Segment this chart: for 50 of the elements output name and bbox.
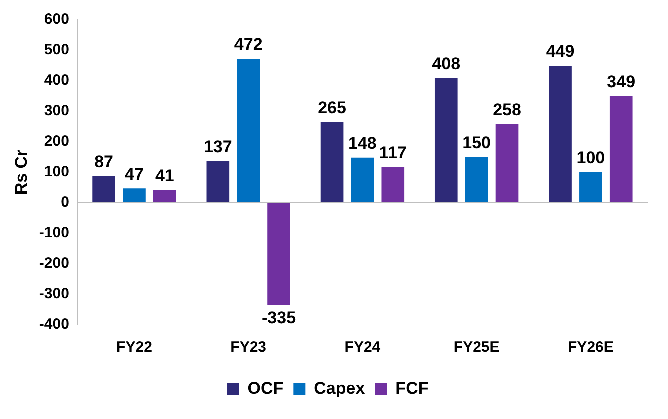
- legend-label: OCF: [248, 379, 284, 398]
- bar: [496, 124, 519, 203]
- legend-label: FCF: [396, 379, 429, 398]
- y-tick-label: -400: [39, 316, 70, 334]
- data-label: 349: [607, 72, 636, 92]
- y-tick-label: 100: [44, 164, 70, 181]
- bar: [434, 78, 458, 203]
- y-tick-label: 500: [44, 42, 70, 59]
- data-label: 148: [348, 134, 377, 154]
- bar: [351, 158, 374, 203]
- data-label: 265: [318, 98, 346, 118]
- bar: [268, 203, 290, 306]
- bar: [237, 59, 260, 203]
- data-label: 408: [432, 54, 461, 74]
- bar: [382, 167, 405, 203]
- x-tick-label: FY22: [116, 339, 152, 356]
- data-label: 472: [234, 35, 263, 54]
- bar: [610, 96, 633, 203]
- data-label: 87: [94, 152, 114, 172]
- data-label: 41: [155, 166, 174, 186]
- data-label: 137: [204, 137, 232, 156]
- x-tick-label: FY23: [230, 339, 267, 356]
- y-tick-label: 0: [61, 194, 70, 212]
- y-axis-title: Rs Cr: [12, 149, 31, 196]
- bar: [154, 190, 176, 203]
- y-tick-label: 200: [44, 133, 70, 150]
- x-tick-label: FY24: [344, 339, 382, 356]
- bar: [580, 172, 602, 203]
- y-tick-label: 300: [44, 102, 70, 120]
- y-tick-label: 400: [44, 72, 70, 90]
- data-label: 100: [576, 148, 606, 168]
- bar: [465, 157, 488, 203]
- y-tick-label: 600: [44, 11, 70, 28]
- y-tick-label: -100: [39, 224, 70, 242]
- data-label: 258: [493, 100, 522, 120]
- data-label: -335: [262, 308, 296, 328]
- y-tick-label: -200: [39, 255, 70, 272]
- data-label: 47: [125, 164, 144, 184]
- bar: [320, 122, 344, 203]
- data-label: 449: [546, 42, 575, 62]
- bar: [123, 188, 146, 203]
- data-label: 150: [462, 133, 492, 152]
- bar: [92, 176, 116, 203]
- data-label: 117: [379, 144, 407, 163]
- legend-label: Capex: [314, 379, 366, 398]
- bar: [206, 161, 230, 203]
- bar: [549, 66, 572, 203]
- x-tick-label: FY26E: [568, 339, 614, 356]
- x-tick-label: FY25E: [454, 339, 500, 356]
- y-tick-label: -300: [39, 286, 70, 303]
